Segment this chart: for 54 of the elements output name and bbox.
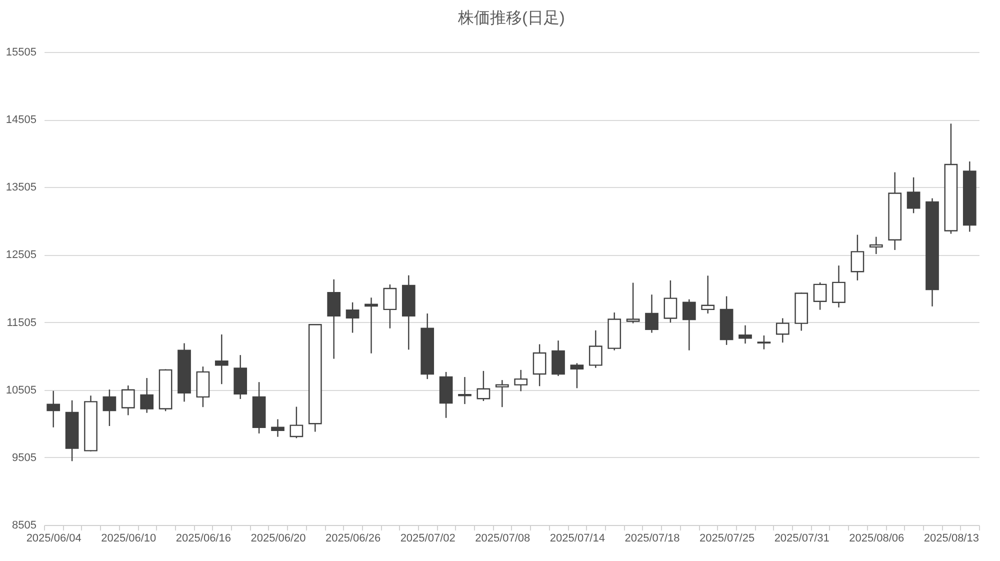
candlestick	[701, 275, 715, 314]
candlestick	[738, 324, 752, 344]
candlestick	[271, 418, 284, 438]
x-tick-label: 2025/07/08	[475, 532, 530, 544]
candlestick	[645, 294, 658, 334]
candlestick	[290, 406, 304, 439]
candlestick	[682, 298, 696, 351]
candlestick	[514, 369, 528, 392]
candlestick	[121, 384, 135, 416]
x-tick-label: 2025/07/31	[774, 532, 830, 544]
candlestick	[532, 344, 546, 387]
x-tick-label: 2025/06/04	[26, 532, 82, 544]
x-tick-label: 2025/07/14	[550, 532, 605, 544]
candlestick	[214, 334, 228, 385]
candlestick	[364, 297, 378, 354]
candlestick	[46, 390, 60, 428]
candlestick	[850, 234, 864, 281]
candlestick	[383, 284, 397, 329]
y-tick-label: 13505	[6, 182, 36, 194]
x-tick-label: 2025/06/16	[176, 532, 231, 544]
y-tick-label: 12505	[6, 249, 36, 262]
candlestick	[906, 176, 920, 214]
y-tick-label: 9505	[12, 452, 36, 464]
candlestick	[346, 302, 360, 334]
y-tick-label: 11505	[6, 316, 36, 329]
candlestick	[495, 379, 509, 408]
candlestick	[832, 264, 846, 308]
candlestick	[626, 282, 640, 324]
candlestick	[869, 236, 883, 255]
candlestick	[552, 340, 565, 377]
x-tick-label: 2025/06/26	[326, 532, 381, 544]
candlestick	[664, 280, 678, 324]
x-tick-label: 2025/08/06	[849, 532, 904, 544]
y-tick-label: 8505	[12, 520, 36, 532]
y-tick-label: 10505	[6, 384, 36, 396]
candlestick	[102, 388, 116, 427]
y-tick-label: 14505	[6, 114, 36, 126]
x-tick-label: 2025/07/25	[700, 532, 755, 544]
candlestick	[140, 377, 154, 414]
candlestick	[327, 278, 341, 360]
x-tick-label: 2025/06/10	[101, 532, 156, 544]
x-tick-label: 2025/08/13	[924, 532, 979, 544]
candlestick	[813, 282, 827, 310]
chart-title: 株価推移(日足)	[457, 9, 565, 27]
x-tick-label: 2025/07/02	[400, 532, 456, 544]
candlestick	[458, 376, 472, 405]
candlestick	[757, 334, 771, 350]
candlestick	[588, 330, 602, 368]
candlestick	[570, 362, 584, 389]
x-tick-label: 2025/07/18	[624, 532, 680, 544]
candlestick	[476, 370, 490, 402]
y-tick-label: 15505	[6, 46, 36, 58]
x-tick-label: 2025/06/20	[250, 532, 306, 544]
candlestick	[776, 318, 790, 344]
